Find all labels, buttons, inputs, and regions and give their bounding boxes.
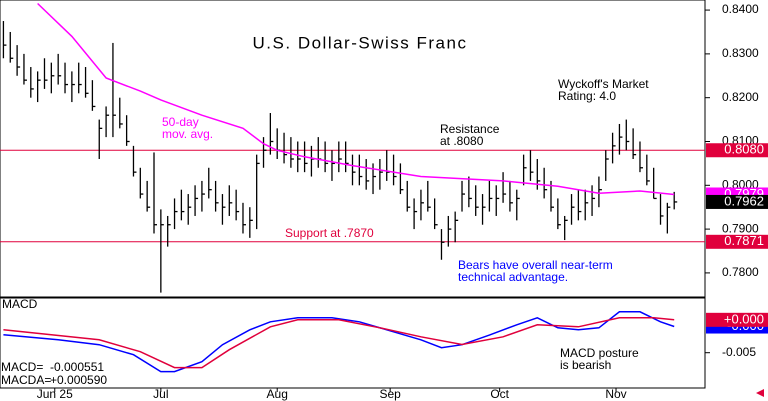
panel-title: MACD bbox=[2, 297, 38, 311]
value-box-label: 0.7962 bbox=[724, 193, 764, 208]
readout-name: MACD= bbox=[1, 360, 43, 374]
value-box bbox=[706, 194, 768, 209]
annotation: 50-day bbox=[162, 115, 199, 129]
annotation: Wyckoff's Market bbox=[558, 77, 649, 91]
x-tick-label: Jul bbox=[153, 387, 168, 401]
annotation: Support at .7870 bbox=[285, 226, 374, 240]
x-tick-label: Sep bbox=[379, 387, 401, 401]
line bbox=[3, 317, 675, 369]
annotation: MACD posture bbox=[560, 346, 639, 360]
value-box-label: 0.7871 bbox=[724, 233, 764, 248]
readout-value: -0.000551 bbox=[50, 360, 104, 374]
line bbox=[37, 2, 675, 196]
annotation: Bears have overall near-term bbox=[458, 258, 613, 272]
y-tick-label: 0.7800 bbox=[722, 265, 759, 279]
value-box bbox=[706, 312, 768, 327]
readout-value: +0.000590 bbox=[50, 373, 107, 387]
value-box bbox=[706, 234, 768, 249]
chart-title: U.S. Dollar-Swiss Franc bbox=[253, 33, 468, 52]
arrow-icon bbox=[756, 389, 764, 397]
y-tick-label: 0.8300 bbox=[722, 46, 759, 60]
annotation: Resistance bbox=[440, 122, 500, 136]
readout-name: MACDA= bbox=[1, 373, 51, 387]
y-tick-label: 0.8400 bbox=[722, 2, 759, 16]
x-tick-label: Nov bbox=[605, 387, 626, 401]
annotation: technical advantage. bbox=[458, 270, 568, 284]
value-box bbox=[706, 143, 768, 158]
annotation: Rating: 4.0 bbox=[558, 89, 616, 103]
value-box-label: 0.8080 bbox=[724, 142, 764, 157]
y-tick-label: -0.005 bbox=[722, 345, 756, 359]
price-frame bbox=[0, 0, 706, 298]
x-tick-label: Jun 25 bbox=[37, 387, 73, 401]
macd-frame bbox=[0, 297, 706, 389]
annotation: is bearish bbox=[560, 358, 611, 372]
y-tick-label: 0.7900 bbox=[722, 221, 759, 235]
annotation: mov. avg. bbox=[162, 127, 213, 141]
y-tick-label: 0.8200 bbox=[722, 90, 759, 104]
x-tick-label: Aug bbox=[267, 387, 288, 401]
value-box-label: +0.000 bbox=[724, 311, 764, 326]
x-tick-label: Oct bbox=[490, 387, 509, 401]
annotation: at .8080 bbox=[440, 134, 484, 148]
